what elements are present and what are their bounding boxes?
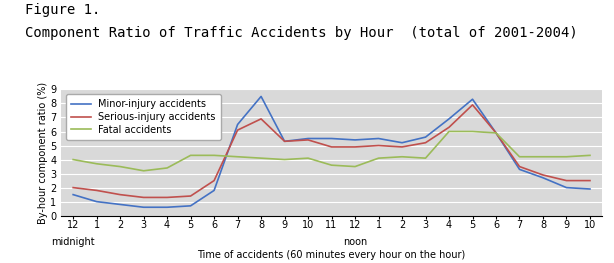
- Fatal accidents: [257, 156, 265, 160]
- Serious-injury accidents: [375, 144, 383, 147]
- Fatal accidents: [586, 154, 594, 157]
- Serious-injury accidents: [563, 179, 570, 182]
- Serious-injury accidents: [69, 186, 77, 189]
- Serious-injury accidents: [140, 196, 147, 199]
- Serious-injury accidents: [398, 145, 406, 149]
- Serious-injury accidents: [117, 193, 124, 196]
- Minor-injury accidents: [492, 131, 500, 134]
- Fatal accidents: [351, 165, 359, 168]
- Minor-injury accidents: [398, 141, 406, 144]
- Serious-injury accidents: [163, 196, 171, 199]
- Minor-injury accidents: [140, 206, 147, 209]
- Minor-injury accidents: [422, 135, 429, 139]
- Fatal accidents: [211, 154, 218, 157]
- Fatal accidents: [563, 155, 570, 158]
- Minor-injury accidents: [469, 98, 476, 101]
- Text: noon: noon: [343, 237, 367, 247]
- Serious-injury accidents: [516, 165, 523, 168]
- Fatal accidents: [140, 169, 147, 172]
- Minor-injury accidents: [257, 95, 265, 98]
- Fatal accidents: [117, 165, 124, 168]
- Minor-injury accidents: [328, 137, 335, 140]
- Serious-injury accidents: [422, 141, 429, 144]
- Fatal accidents: [328, 164, 335, 167]
- Line: Fatal accidents: Fatal accidents: [73, 132, 590, 171]
- Serious-injury accidents: [351, 145, 359, 149]
- Fatal accidents: [469, 130, 476, 133]
- Text: midnight: midnight: [52, 237, 95, 247]
- Minor-injury accidents: [586, 188, 594, 191]
- Minor-injury accidents: [351, 138, 359, 141]
- Minor-injury accidents: [516, 168, 523, 171]
- Fatal accidents: [492, 131, 500, 134]
- Minor-injury accidents: [117, 203, 124, 206]
- Fatal accidents: [187, 154, 194, 157]
- Line: Minor-injury accidents: Minor-injury accidents: [73, 97, 590, 207]
- Fatal accidents: [375, 156, 383, 160]
- Text: Component Ratio of Traffic Accidents by Hour  (total of 2001-2004): Component Ratio of Traffic Accidents by …: [25, 26, 577, 40]
- Minor-injury accidents: [281, 140, 288, 143]
- Text: Time of accidents (60 minutes every hour on the hour): Time of accidents (60 minutes every hour…: [198, 250, 465, 260]
- Fatal accidents: [305, 156, 312, 160]
- Minor-injury accidents: [234, 123, 241, 126]
- Serious-injury accidents: [281, 140, 288, 143]
- Serious-injury accidents: [328, 145, 335, 149]
- Legend: Minor-injury accidents, Serious-injury accidents, Fatal accidents: Minor-injury accidents, Serious-injury a…: [66, 94, 220, 140]
- Fatal accidents: [516, 155, 523, 158]
- Serious-injury accidents: [187, 194, 194, 198]
- Minor-injury accidents: [445, 117, 453, 120]
- Fatal accidents: [69, 158, 77, 161]
- Serious-injury accidents: [539, 173, 546, 176]
- Serious-injury accidents: [586, 179, 594, 182]
- Serious-injury accidents: [469, 103, 476, 107]
- Minor-injury accidents: [163, 206, 171, 209]
- Line: Serious-injury accidents: Serious-injury accidents: [73, 105, 590, 198]
- Fatal accidents: [422, 156, 429, 160]
- Fatal accidents: [281, 158, 288, 161]
- Y-axis label: By-hour component ratio (%): By-hour component ratio (%): [37, 82, 47, 224]
- Serious-injury accidents: [211, 179, 218, 182]
- Serious-injury accidents: [234, 129, 241, 132]
- Minor-injury accidents: [539, 176, 546, 179]
- Serious-injury accidents: [257, 117, 265, 120]
- Text: Figure 1.: Figure 1.: [25, 3, 100, 17]
- Minor-injury accidents: [93, 200, 100, 203]
- Fatal accidents: [398, 155, 406, 158]
- Serious-injury accidents: [445, 126, 453, 129]
- Minor-injury accidents: [211, 189, 218, 192]
- Fatal accidents: [93, 162, 100, 165]
- Minor-injury accidents: [563, 186, 570, 189]
- Minor-injury accidents: [375, 137, 383, 140]
- Serious-injury accidents: [93, 189, 100, 192]
- Serious-injury accidents: [492, 131, 500, 134]
- Serious-injury accidents: [305, 138, 312, 141]
- Fatal accidents: [539, 155, 546, 158]
- Minor-injury accidents: [305, 137, 312, 140]
- Fatal accidents: [234, 155, 241, 158]
- Fatal accidents: [163, 166, 171, 170]
- Fatal accidents: [445, 130, 453, 133]
- Minor-injury accidents: [187, 204, 194, 208]
- Minor-injury accidents: [69, 193, 77, 196]
